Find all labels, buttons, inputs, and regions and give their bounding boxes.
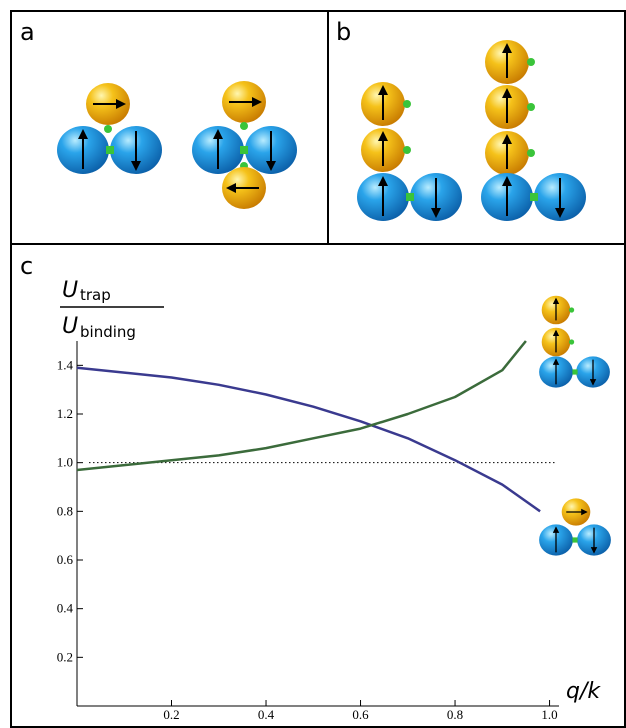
x-tick-label: 0.6 (352, 707, 369, 722)
y-tick-label: 0.6 (57, 552, 74, 567)
y-label-symbol: U (62, 314, 78, 339)
y-label-sub: binding (80, 323, 136, 341)
inset-art (539, 296, 611, 556)
series-line (76, 366, 541, 513)
y-axis-label: U trap U binding (60, 278, 164, 341)
panel-a-art (57, 81, 297, 209)
y-tick-label: 1.0 (57, 455, 73, 470)
x-tick-label: 0.4 (258, 707, 275, 722)
panel-label: a (20, 18, 35, 46)
y-label-sub: trap (80, 286, 111, 304)
y-tick-label: 1.4 (57, 357, 74, 372)
y-tick-label: 0.2 (57, 649, 73, 664)
y-tick-label: 1.2 (57, 406, 73, 421)
y-label-symbol: U (62, 278, 78, 303)
y-tick-label: 0.8 (57, 503, 73, 518)
series-line (76, 340, 527, 472)
x-tick-label: 0.8 (447, 707, 463, 722)
panel-label: b (336, 18, 351, 46)
panel-borders (10, 10, 626, 728)
x-tick-label: 0.2 (163, 707, 179, 722)
x-tick-label: 1.0 (541, 707, 557, 722)
y-tick-label: 0.4 (57, 601, 74, 616)
x-axis-label: q/k (566, 679, 601, 704)
panel-b-art (357, 40, 586, 221)
panel-label: c (20, 252, 33, 280)
